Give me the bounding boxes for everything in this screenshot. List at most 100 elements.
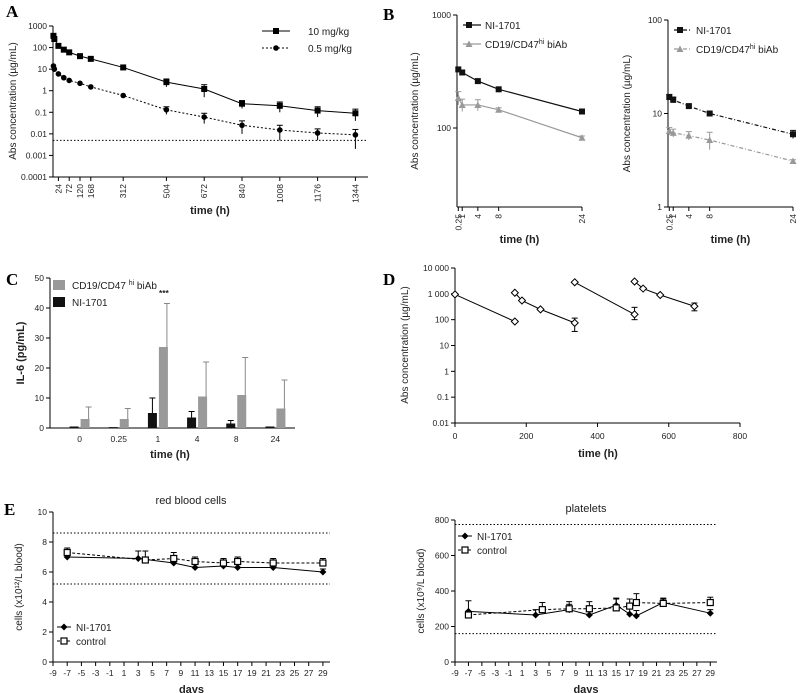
- e1-title: red blood cells: [156, 495, 227, 507]
- a-xtick-label: 72: [64, 184, 74, 194]
- e1-ytick-label: 2: [42, 627, 47, 637]
- c-category-label: 0.25: [110, 434, 127, 444]
- a-point: [55, 71, 62, 77]
- c-category-label: 0: [77, 434, 82, 444]
- e2-title: platelets: [566, 503, 607, 515]
- b2-x-title: time (h): [711, 234, 751, 246]
- c-category-label: 1: [156, 434, 161, 444]
- b1-point: [459, 69, 466, 76]
- e1-point: [63, 548, 71, 557]
- e1-legend-label: control: [76, 637, 106, 648]
- a-ytick-label: 1000: [28, 21, 47, 31]
- b1-point: [454, 94, 462, 101]
- b1-point: [458, 101, 466, 108]
- a-xtick-label: 840: [237, 184, 247, 198]
- e2-xtick-label: 11: [585, 668, 594, 678]
- a-ytick-label: 100: [33, 43, 47, 53]
- a-xtick-label: 1176: [313, 184, 323, 203]
- a-point: [352, 110, 359, 117]
- d-xtick-label: 200: [519, 431, 533, 441]
- e2-legend-label: NI-1701: [477, 532, 513, 543]
- b2-legend-marker: [677, 27, 683, 33]
- e2-point: [585, 605, 593, 613]
- c-legend-swatch: [53, 297, 65, 307]
- e1-xtick-label: 17: [233, 668, 243, 678]
- a-point: [352, 132, 359, 138]
- e2-series-line: [468, 602, 711, 616]
- a-point: [314, 130, 321, 136]
- a-point: [51, 66, 58, 72]
- d-point: [690, 302, 699, 311]
- e1-xtick-label: -3: [92, 668, 100, 678]
- e2-xtick-label: 13: [598, 668, 608, 678]
- e1-xtick-label: 9: [178, 668, 183, 678]
- a-point: [77, 80, 83, 87]
- a-point: [120, 64, 127, 71]
- e1-point: [234, 557, 242, 566]
- e2-ytick-label: 800: [435, 515, 449, 525]
- b2-point: [685, 103, 692, 110]
- a-point: [201, 114, 207, 120]
- e1-point: [234, 564, 242, 571]
- b2-y-title: Abs concentration (µg/mL): [622, 55, 633, 172]
- a-point: [77, 53, 83, 60]
- e2-legend-marker: [461, 546, 469, 554]
- d-point: [517, 296, 527, 305]
- d-segment-line: [514, 292, 575, 324]
- a-series-line: [52, 65, 356, 136]
- b2-legend-label: CD19/CD47hi biAb: [696, 44, 779, 56]
- a-xtick-label: 672: [199, 184, 209, 198]
- a-point: [163, 79, 170, 86]
- e1-ytick-label: 8: [42, 537, 47, 547]
- e2-x-title: days: [573, 684, 598, 693]
- b1-legend-label: CD19/CD47hi biAb: [485, 39, 568, 51]
- e1-xtick-label: 13: [205, 668, 215, 678]
- e2-ytick-label: 200: [435, 622, 449, 632]
- chart-b-pk-ni1701: 100 1000 0.251 4 8 24 time (h) Abs concentratio…: [410, 10, 587, 246]
- b2-xtick-label: 8: [705, 214, 715, 219]
- a-point: [66, 49, 73, 56]
- a-ytick-label: 1: [42, 86, 47, 96]
- d-xtick-label: 800: [733, 431, 747, 441]
- d-xtick-label: 600: [662, 431, 676, 441]
- a-y-title: Abs concentration (µg/mL): [8, 42, 19, 159]
- a-point: [163, 107, 170, 113]
- b1-ytick-label: 1000: [432, 10, 451, 20]
- e1-x-title: days: [179, 684, 204, 693]
- e2-xtick-label: 1: [520, 668, 525, 678]
- e1-point: [319, 559, 327, 567]
- a-xtick-label: 504: [161, 184, 171, 198]
- e2-xtick-label: -5: [478, 668, 486, 678]
- e1-point: [191, 557, 199, 566]
- c-bar: [276, 408, 286, 428]
- a-point: [276, 102, 283, 109]
- e1-xtick-label: -1: [106, 668, 114, 678]
- e1-xtick-label: 21: [261, 668, 271, 678]
- d-point: [510, 317, 520, 326]
- a-point: [87, 55, 94, 62]
- a-ytick-label: 0.01: [30, 129, 47, 139]
- e2-ytick-label: 400: [435, 586, 449, 596]
- a-legend-marker: [273, 45, 279, 51]
- e1-ytick-label: 10: [38, 507, 48, 517]
- b1-point: [578, 134, 586, 141]
- e2-ytick-label: 600: [435, 551, 449, 561]
- b1-point: [495, 106, 503, 113]
- b2-ytick-label: 10: [653, 109, 663, 119]
- a-point: [55, 42, 62, 49]
- e1-series-line: [67, 552, 323, 564]
- c-category-label: 8: [234, 434, 239, 444]
- b2-ytick-label: 1: [657, 202, 662, 212]
- e2-xtick-label: -7: [465, 668, 473, 678]
- e1-xtick-label: 29: [318, 668, 328, 678]
- d-point: [630, 277, 639, 286]
- c-bar: [119, 419, 129, 428]
- b2-xtick-label: 0.25: [664, 214, 674, 231]
- e2-xtick-label: 19: [638, 668, 648, 678]
- d-x-title: time (h): [578, 448, 618, 460]
- b2-ytick-label: 100: [648, 15, 662, 25]
- b2-xtick-label: 4: [684, 214, 694, 219]
- a-point: [239, 122, 245, 129]
- b2-point: [665, 127, 673, 134]
- b1-point: [474, 101, 482, 108]
